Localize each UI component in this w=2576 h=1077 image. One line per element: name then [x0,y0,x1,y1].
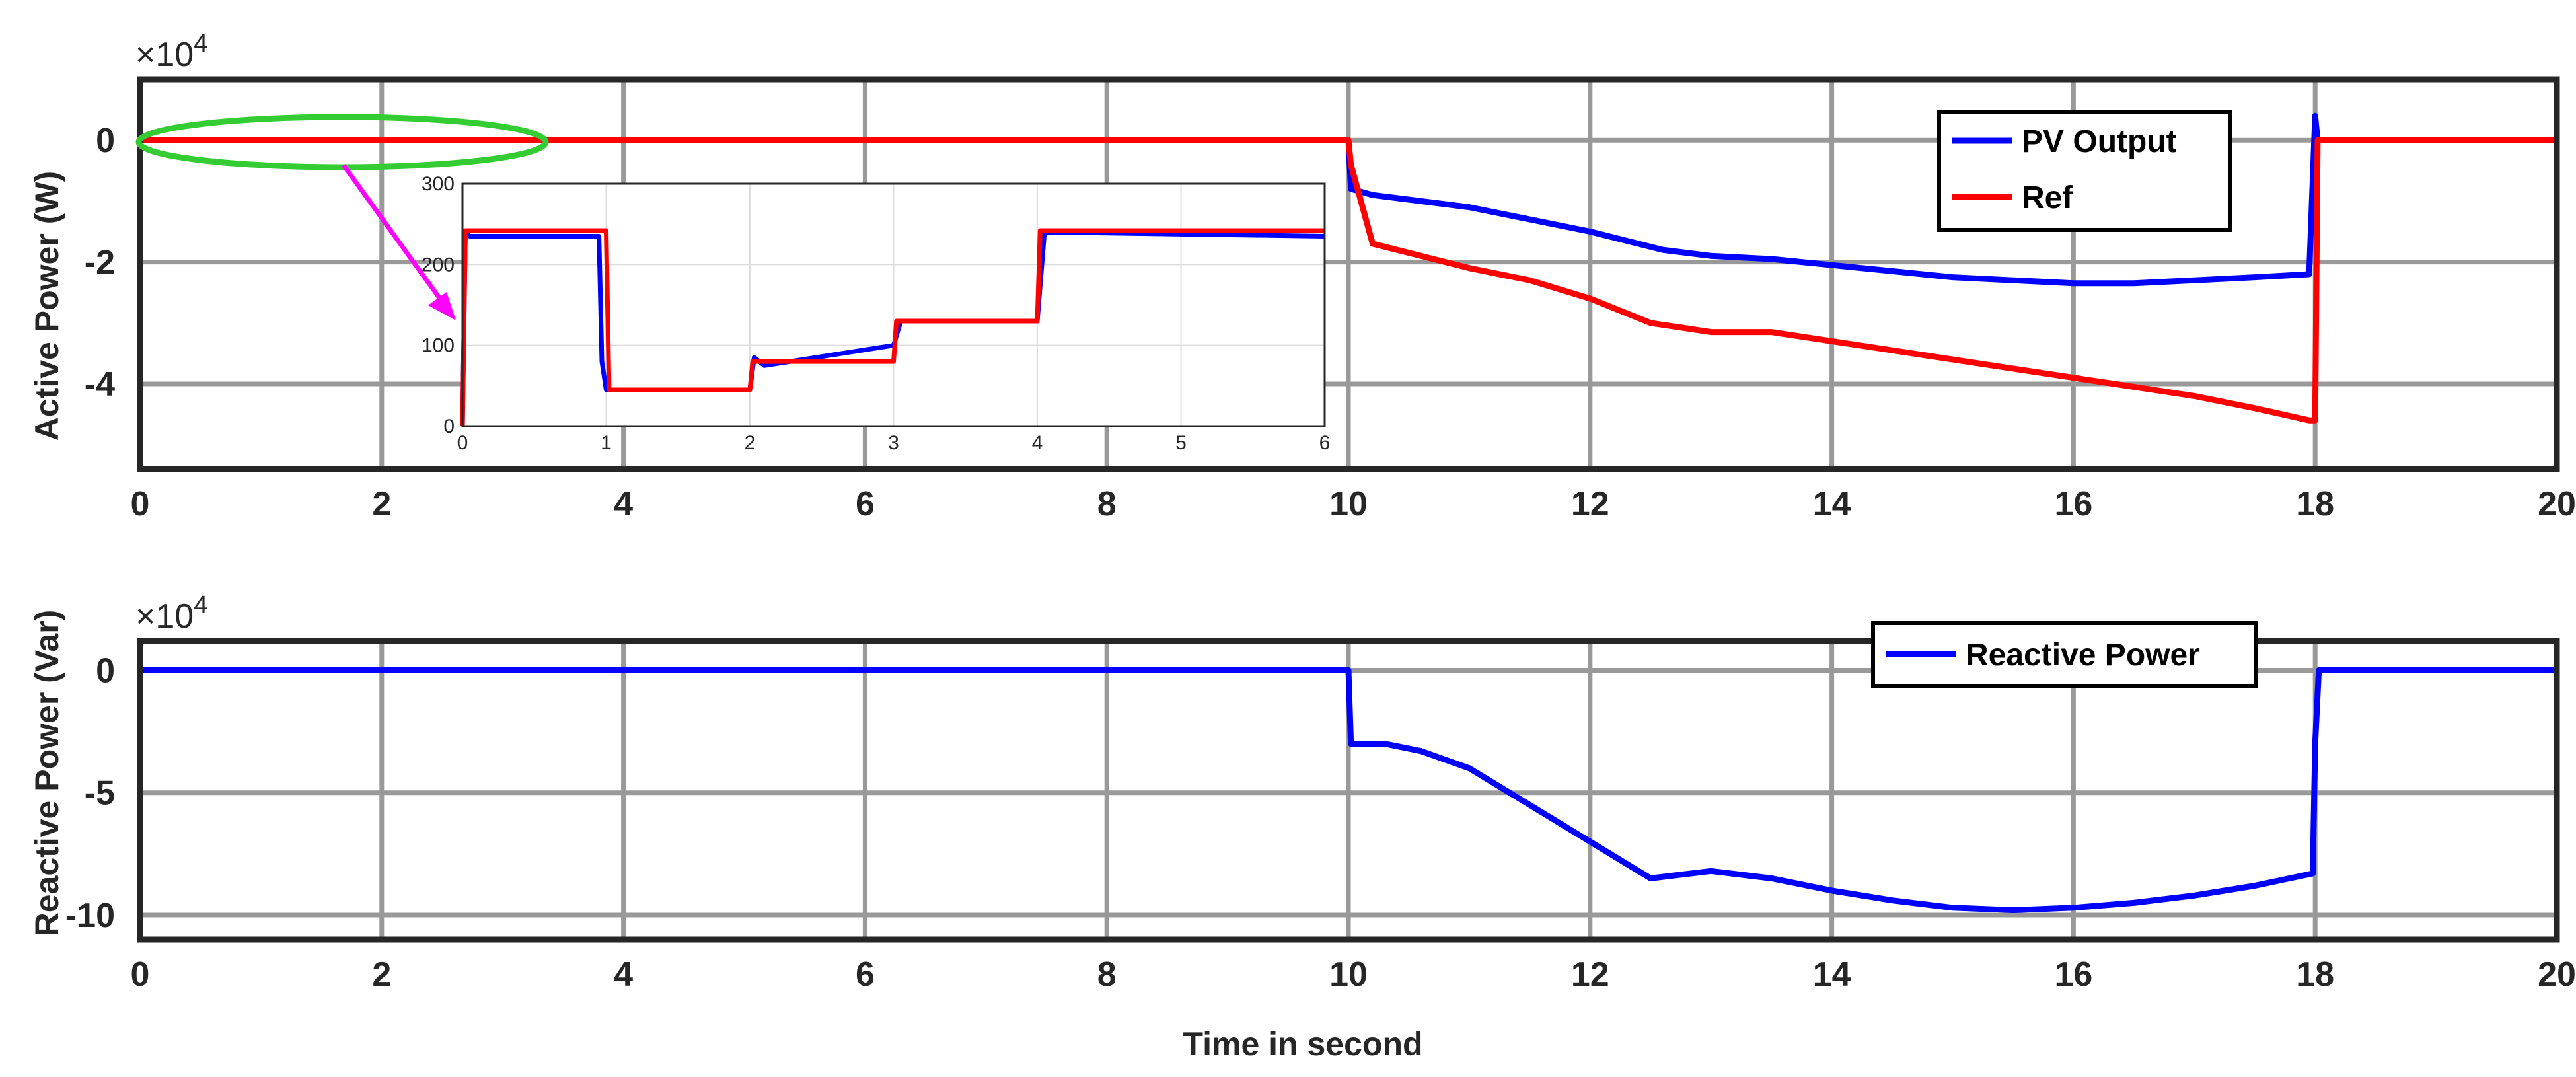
inset-axes: 0 1 2 3 4 5 6 0 100 200 300 [422,173,1330,454]
top-x-tick-label: 20 [2538,485,2576,523]
bottom-x-tick-label: 8 [1097,955,1117,994]
top-exponent-label: ×104 [135,30,207,74]
bottom-x-tick-label: 12 [1571,955,1609,994]
x-axis-label: Time in second [1183,1025,1422,1062]
zoom-arrow [342,163,456,320]
bottom-x-tick-label: 18 [2296,955,2334,994]
bottom-legend: Reactive Power [1871,621,2258,688]
inset-y-tick-label: 200 [422,254,455,276]
top-x-tick-label: 8 [1097,485,1117,523]
top-ylabel: Active Power (W) [28,171,65,441]
zoom-arrow-head [428,292,456,320]
bottom-axes-frame [137,638,2560,943]
inset-y-tick-label: 0 [443,416,455,437]
top-series-line-pv-output [140,112,2557,287]
top-y-tick-label: 0 [96,122,115,160]
bottom-y-tick-label: -5 [85,774,115,813]
bottom-x-tick-label: 0 [131,955,150,994]
top-x-tick-label: 10 [1329,485,1368,523]
inset-x-tick-label: 5 [1175,432,1187,454]
bottom-y-tick-label: 0 [96,651,115,690]
top-y-tick-label: -4 [85,365,115,404]
inset-y-tick-label: 100 [422,335,455,357]
inset-x-tick-label: 1 [601,432,612,454]
reactive-power-axes: 0 2 4 6 8 10 12 14 16 18 20 0 -5 -10 [65,638,2576,994]
top-axes-frame [137,76,2560,472]
bottom-x-tick-label: 20 [2538,955,2576,994]
inset-series-line-ref [460,228,1325,427]
top-x-tick-label: 12 [1571,485,1609,523]
bottom-x-tick-label: 4 [614,955,633,994]
top-legend-box [1937,110,2232,232]
legend-ref-label: Ref [2022,180,2073,215]
bottom-exponent-label: ×104 [135,591,207,636]
top-series-line-ref [140,137,2557,424]
bottom-x-tick-label: 14 [1813,955,1851,994]
legend-reactive-power-label: Reactive Power [1966,638,2200,673]
top-x-tick-label: 2 [372,485,391,523]
top-x-tick-label: 18 [2296,485,2334,523]
top-x-tick-label: 0 [131,485,150,523]
inset-axes-frame [461,182,1326,427]
bottom-x-tick-label: 10 [1329,955,1368,994]
bottom-ylabel: Reactive Power (Var) [28,610,65,937]
inset-y-tick-label: 300 [422,173,455,195]
bottom-y-tick-label: -10 [65,897,115,935]
inset-x-tick-label: 0 [457,432,468,454]
top-x-tick-label: 6 [856,485,875,523]
top-x-tick-label: 14 [1813,485,1851,523]
bottom-x-tick-label: 16 [2054,955,2092,994]
bottom-x-tick-label: 2 [372,955,391,994]
inset-x-tick-label: 2 [745,432,756,454]
zoom-arrow-shaft [342,163,443,303]
legend-pv-output-label: PV Output [2022,124,2177,159]
top-x-tick-label: 16 [2054,485,2092,523]
top-legend: PV Output Ref [1937,110,2232,232]
inset-x-tick-label: 6 [1319,432,1331,454]
inset-x-tick-label: 3 [888,432,899,454]
inset-x-tick-label: 4 [1032,432,1043,454]
top-y-tick-label: -2 [85,244,115,282]
bottom-series-line-reactive-power [140,667,2557,913]
bottom-x-tick-label: 6 [856,955,875,994]
top-x-tick-label: 4 [614,485,633,523]
